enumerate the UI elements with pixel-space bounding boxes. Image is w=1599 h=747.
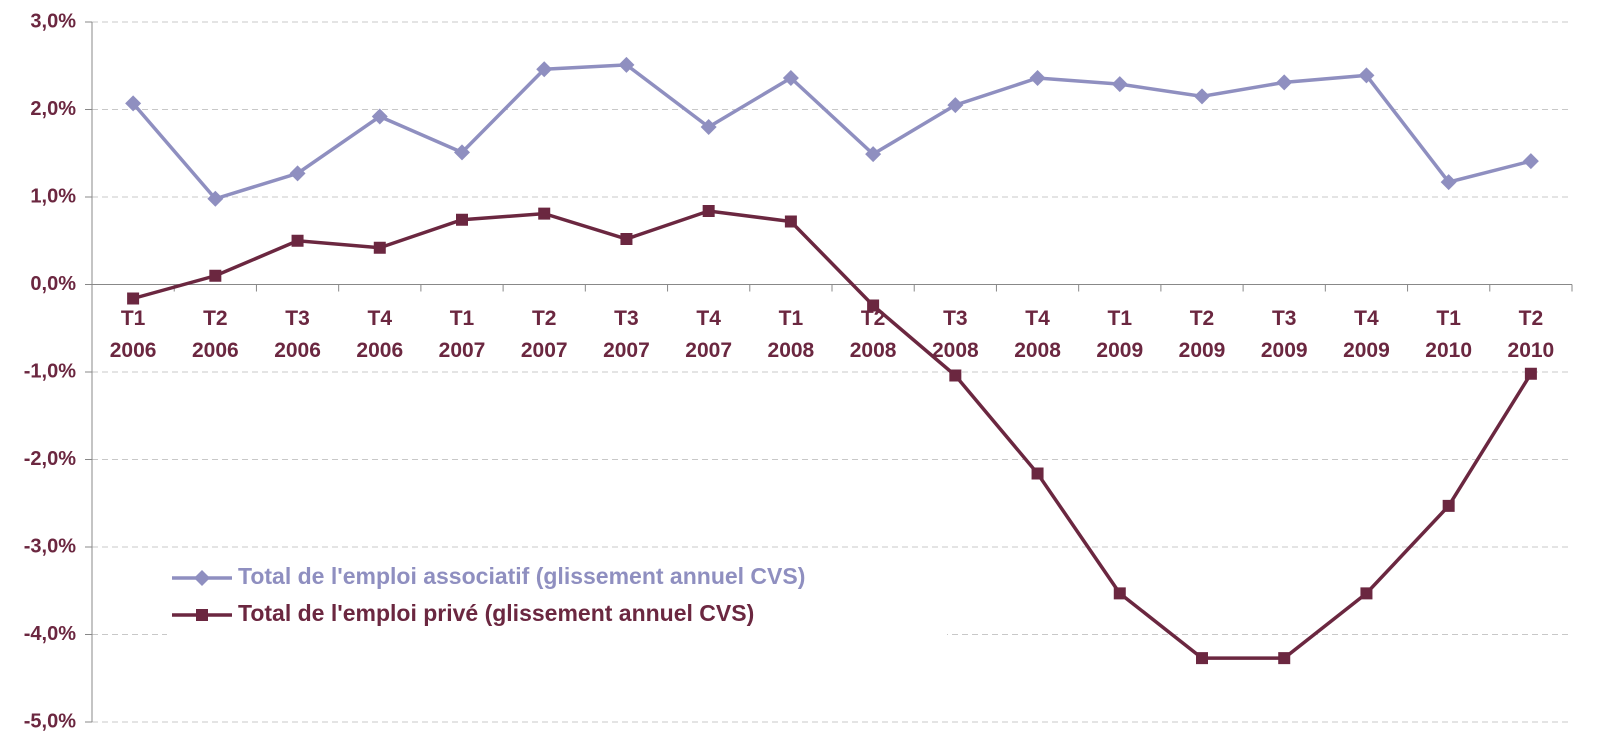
point	[1522, 153, 1539, 170]
x-tick-label: T2	[1519, 307, 1544, 330]
x-tick-label: 2006	[192, 339, 239, 362]
point	[456, 213, 468, 226]
point	[1196, 652, 1208, 665]
x-tick-label: 2009	[1261, 339, 1308, 362]
x-tick-label: T4	[368, 307, 393, 330]
x-tick-label: 2010	[1508, 339, 1555, 362]
y-tick-label: 1,0%	[30, 185, 76, 207]
legend-label: Total de l'emploi associatif (glissement…	[238, 563, 805, 589]
legend-box	[167, 556, 947, 638]
point	[1031, 467, 1044, 480]
x-tick-label: 2008	[768, 339, 815, 362]
x-tick-label: T1	[121, 307, 146, 330]
point	[867, 299, 880, 312]
point	[1358, 67, 1375, 84]
x-tick-label: T4	[696, 307, 721, 330]
y-tick-label: -2,0%	[24, 448, 76, 470]
x-tick-label: 2006	[274, 339, 321, 362]
point	[207, 190, 224, 207]
point	[538, 207, 551, 220]
x-tick-label: 2007	[603, 339, 650, 362]
point	[949, 369, 962, 382]
y-tick-label: -3,0%	[24, 535, 76, 557]
x-tick-label: 2009	[1179, 339, 1226, 362]
point	[784, 215, 797, 228]
point	[1524, 367, 1537, 380]
point	[782, 70, 799, 86]
point	[373, 241, 386, 254]
x-tick-label: T2	[532, 307, 557, 330]
point	[1111, 76, 1128, 93]
point	[125, 95, 142, 112]
point	[700, 119, 717, 135]
x-tick-label: T2	[1190, 307, 1215, 330]
y-tick-label: 3,0%	[30, 10, 76, 32]
legend-label: Total de l'emploi privé (glissement annu…	[238, 600, 754, 626]
x-tick-label: 2008	[932, 339, 979, 362]
point	[1440, 174, 1457, 191]
point	[536, 61, 553, 78]
point	[702, 205, 715, 217]
point	[1194, 88, 1210, 105]
x-tick-label: 2007	[521, 339, 568, 362]
series-line	[131, 63, 1532, 201]
point	[127, 292, 140, 305]
point	[1278, 652, 1291, 665]
point	[865, 146, 882, 163]
x-tick-label: T3	[614, 307, 639, 330]
x-tick-label: T4	[1354, 307, 1379, 330]
point	[209, 269, 222, 282]
x-tick-label: T3	[1272, 307, 1297, 330]
point	[1276, 74, 1293, 91]
x-tick-label: T2	[203, 307, 228, 330]
y-tick-label: -1,0%	[24, 360, 76, 382]
x-tick-label: T1	[1436, 307, 1461, 330]
series-line	[132, 209, 1533, 660]
y-tick-label: 2,0%	[30, 98, 76, 120]
x-tick-label: 2006	[356, 339, 403, 362]
point	[371, 108, 388, 125]
x-tick-label: T4	[1025, 307, 1050, 330]
point	[291, 234, 304, 247]
x-tick-label: 2010	[1425, 339, 1472, 362]
x-tick-label: 2007	[439, 339, 486, 362]
point	[947, 97, 964, 114]
x-tick-label: 2009	[1096, 339, 1143, 362]
x-tick-label: 2009	[1343, 339, 1390, 362]
x-tick-label: 2008	[850, 339, 897, 362]
y-tick-label: -5,0%	[24, 710, 76, 732]
point	[618, 56, 635, 73]
point	[454, 144, 470, 161]
y-tick-label: -4,0%	[24, 623, 76, 645]
point	[1360, 587, 1373, 600]
x-tick-label: T3	[285, 307, 310, 330]
point	[1029, 70, 1046, 86]
x-tick-label: T1	[779, 307, 804, 330]
point	[1113, 587, 1126, 600]
legend-marker	[194, 570, 210, 586]
point	[289, 165, 306, 182]
legend-marker	[196, 609, 208, 621]
point	[1442, 499, 1455, 512]
y-tick-label: 0,0%	[30, 273, 76, 295]
x-tick-label: 2008	[1014, 339, 1061, 362]
x-tick-label: 2006	[110, 339, 157, 362]
x-tick-label: T1	[450, 307, 475, 330]
point	[620, 233, 633, 245]
x-tick-label: T1	[1108, 307, 1133, 330]
x-tick-label: T3	[943, 307, 968, 330]
x-tick-label: 2007	[685, 339, 732, 362]
